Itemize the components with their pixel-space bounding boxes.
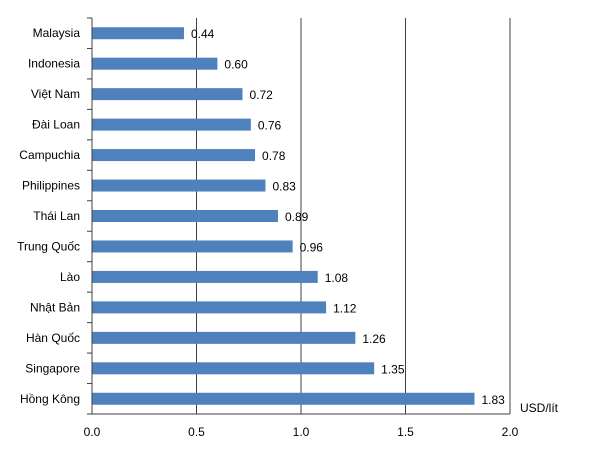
x-tick-label: 0.0	[84, 425, 101, 439]
category-label: Philippines	[22, 179, 80, 193]
category-label: Nhật Bản	[30, 300, 80, 314]
category-label: Việt Nam	[31, 87, 80, 101]
value-labels: 0.44 0.60 0.72 0.76 0.78 0.83 0.89 0.96 1.08 1.12…	[191, 27, 505, 407]
value-label: 0.96	[300, 240, 324, 254]
category-label: Lào	[60, 270, 80, 284]
bar	[92, 179, 266, 192]
value-label: 0.89	[285, 210, 309, 224]
category-label: Hàn Quốc	[26, 331, 80, 345]
bar	[92, 392, 475, 405]
bar	[92, 240, 293, 253]
x-tick-label: 0.5	[188, 425, 205, 439]
x-tick-label: 1.5	[397, 425, 414, 439]
category-label: Trung Quốc	[17, 239, 80, 253]
value-label: 1.26	[362, 332, 386, 346]
value-label: 1.08	[325, 271, 349, 285]
value-label: 1.83	[481, 393, 505, 407]
bar	[92, 362, 375, 375]
category-label: Đài Loan	[32, 118, 80, 132]
bar	[92, 118, 251, 131]
value-label: 0.76	[258, 119, 282, 133]
category-label: Campuchia	[19, 148, 80, 162]
category-label: Indonesia	[28, 57, 80, 71]
value-label: 0.72	[249, 88, 273, 102]
x-tick-label: 1.0	[293, 425, 310, 439]
x-tick-labels: 0.0 0.5 1.0 1.5 2.0	[84, 425, 519, 439]
bar	[92, 149, 256, 162]
category-label: Thái Lan	[33, 209, 80, 223]
category-labels: Malaysia Indonesia Việt Nam Đài Loan Campuch…	[17, 26, 80, 406]
bar	[92, 301, 327, 314]
value-label: 0.60	[224, 58, 248, 72]
bar	[92, 270, 318, 283]
x-axis-unit-label: USD/lít	[520, 401, 559, 415]
bar	[92, 210, 279, 222]
category-label: Malaysia	[33, 26, 81, 40]
bar	[92, 27, 184, 40]
bar	[92, 331, 356, 344]
bar	[92, 88, 243, 101]
gridlines	[87, 17, 511, 415]
value-label: 0.78	[262, 149, 286, 163]
value-label: 0.83	[272, 180, 296, 194]
bars	[92, 27, 475, 405]
category-label: Hồng Kông	[20, 392, 80, 406]
value-label: 0.44	[191, 27, 215, 41]
x-tick-label: 2.0	[502, 425, 519, 439]
value-label: 1.12	[333, 301, 357, 315]
bar	[92, 57, 218, 70]
value-label: 1.35	[381, 362, 405, 376]
category-label: Singapore	[25, 361, 80, 375]
